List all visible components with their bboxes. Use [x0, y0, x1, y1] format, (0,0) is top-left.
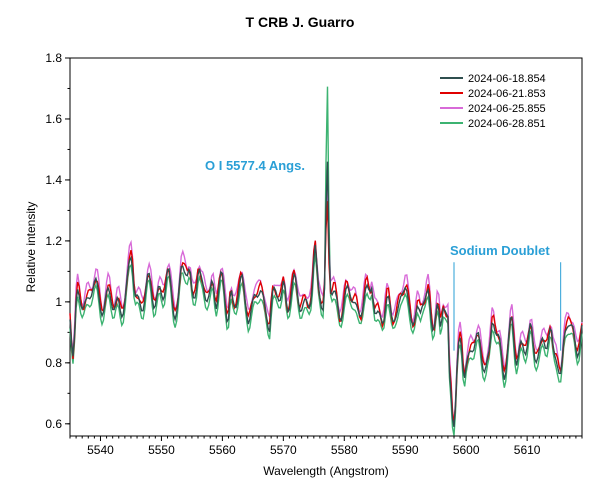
x-tick-label: 5560: [209, 443, 236, 457]
y-tick-label: 1.6: [45, 112, 62, 126]
legend-entry: 2024-06-18.854: [468, 73, 546, 85]
annotations: O I 5577.4 Angs. Sodium Doublet: [205, 158, 562, 351]
x-tick-label: 5590: [392, 443, 419, 457]
legend-entry: 2024-06-28.851: [468, 118, 546, 130]
x-tick-label: 5540: [87, 443, 114, 457]
series-line: [69, 161, 583, 428]
chart-title: T CRB J. Guarro: [246, 14, 355, 30]
y-axis: 0.6 0.8 1 1.2 1.4 1.6 1.8: [45, 51, 70, 431]
x-tick-label: 5580: [331, 443, 358, 457]
legend-entry: 2024-06-25.855: [468, 103, 546, 115]
y-axis-label: Relative intensity: [24, 202, 38, 293]
annotation-oi: O I 5577.4 Angs.: [205, 158, 305, 173]
x-axis: 5540 5550 5560 5570 5580 5590 5600 5610: [69, 436, 583, 457]
series-line: [69, 86, 583, 436]
x-tick-label: 5600: [453, 443, 480, 457]
y-tick-label: 1.4: [45, 173, 62, 187]
legend-entry: 2024-06-21.853: [468, 88, 546, 100]
y-tick-label: 0.8: [45, 356, 62, 370]
x-tick-label: 5610: [514, 443, 541, 457]
x-tick-label: 5570: [270, 443, 297, 457]
y-tick-label: 0.6: [45, 417, 62, 431]
y-tick-label: 1.8: [45, 51, 62, 65]
x-axis-label: Wavelength (Angstrom): [263, 464, 389, 478]
y-tick-label: 1.2: [45, 234, 62, 248]
x-tick-label: 5550: [148, 443, 175, 457]
legend: 2024-06-18.854 2024-06-21.853 2024-06-25.8…: [440, 73, 546, 130]
series-lines: [69, 86, 583, 436]
annotation-sodium: Sodium Doublet: [450, 243, 550, 258]
y-tick-label: 1: [55, 295, 62, 309]
